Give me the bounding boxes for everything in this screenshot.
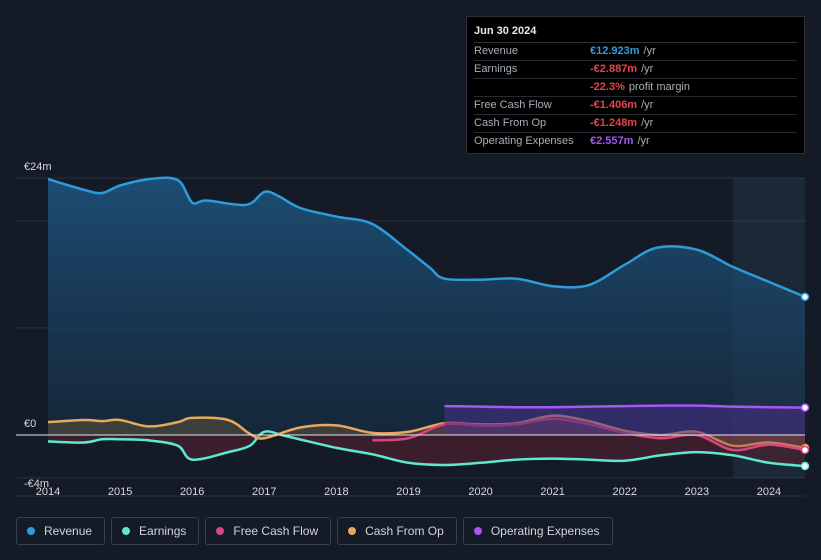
y-axis-labels: €24m €0 -€4m bbox=[24, 161, 52, 490]
x-tick-label: 2014 bbox=[36, 486, 60, 498]
series-end-point-operating-expenses bbox=[800, 403, 810, 412]
x-tick-label: 2021 bbox=[540, 486, 564, 498]
x-tick-label: 2017 bbox=[252, 486, 276, 498]
series-line-operating-expenses bbox=[444, 404, 806, 409]
legend-item-cash-from-op[interactable]: Cash From Op bbox=[337, 517, 457, 545]
x-tick-label: 2016 bbox=[180, 486, 204, 498]
series-layer bbox=[16, 176, 810, 497]
tooltip-row: Cash From Op -€1.248m/yr bbox=[474, 115, 797, 133]
x-tick-label: 2019 bbox=[396, 486, 420, 498]
tooltip-row-label: Operating Expenses bbox=[474, 135, 574, 147]
legend-item-earnings[interactable]: Earnings bbox=[111, 517, 200, 545]
tooltip-row: Free Cash Flow -€1.406m/yr bbox=[474, 97, 797, 115]
x-tick-label: 2023 bbox=[685, 486, 709, 498]
series-line-earnings bbox=[47, 430, 806, 468]
series-line-revenue bbox=[47, 176, 806, 299]
legend-item-free-cash-flow[interactable]: Free Cash Flow bbox=[205, 517, 332, 545]
tooltip-rows: Revenue €12.923m/yr Earnings -€2.887m/yr -22… bbox=[474, 43, 797, 150]
tooltip-date: Jun 30 2024 bbox=[474, 23, 797, 43]
tooltip-row-label: Earnings bbox=[474, 63, 518, 75]
y-tick-label: €0 bbox=[24, 418, 36, 430]
x-tick-label: 2024 bbox=[757, 486, 781, 498]
legend-dot-icon bbox=[348, 527, 357, 535]
legend-label: Operating Expenses bbox=[490, 524, 600, 538]
tooltip-row-value: -€1.406m bbox=[590, 99, 638, 111]
tooltip-panel: Jun 30 2024 Revenue €12.923m/yr Earnings -€… bbox=[466, 16, 805, 154]
tooltip-row-value: -€2.887m bbox=[590, 63, 638, 75]
series-end-point-revenue bbox=[800, 292, 810, 302]
legend-dot-icon bbox=[473, 527, 482, 535]
tooltip-row-value: €2.557m bbox=[590, 135, 634, 147]
legend-label: Earnings bbox=[139, 524, 187, 538]
tooltip-row: Operating Expenses €2.557m/yr bbox=[474, 133, 797, 150]
y-tick-label: -€4m bbox=[24, 478, 49, 490]
tooltip-row-value: -22.3% bbox=[590, 81, 625, 93]
x-tick-label: 2015 bbox=[108, 486, 132, 498]
legend-item-operating-expenses[interactable]: Operating Expenses bbox=[462, 517, 613, 545]
tooltip-row-value: -€1.248m bbox=[590, 117, 638, 129]
legend-dot-icon bbox=[122, 527, 131, 535]
series-end-point-free-cash-flow bbox=[800, 445, 810, 455]
legend-label: Free Cash Flow bbox=[233, 524, 319, 538]
legend-dot-icon bbox=[216, 527, 225, 535]
x-tick-label: 2022 bbox=[613, 486, 637, 498]
x-tick-label: 2018 bbox=[324, 486, 348, 498]
tooltip-row: -22.3% profit margin bbox=[474, 79, 797, 97]
y-tick-label: €24m bbox=[24, 161, 52, 173]
tooltip-row-label bbox=[474, 79, 590, 96]
x-tick-label: 2020 bbox=[468, 486, 492, 498]
tooltip-row-label: Cash From Op bbox=[474, 117, 547, 129]
tooltip-row-unit: /yr bbox=[637, 135, 650, 147]
tooltip-row-unit: /yr bbox=[643, 45, 656, 57]
series-end-point-earnings bbox=[800, 461, 810, 471]
tooltip-row-label: Free Cash Flow bbox=[474, 99, 552, 111]
legend-dot-icon bbox=[27, 527, 35, 535]
legend-label: Revenue bbox=[44, 524, 93, 538]
tooltip-row-label: Revenue bbox=[474, 45, 519, 57]
series-area-operating-expenses bbox=[444, 405, 805, 435]
series-area-revenue bbox=[48, 177, 805, 435]
tooltip-row: Revenue €12.923m/yr bbox=[474, 43, 797, 61]
legend-item-revenue[interactable]: Revenue bbox=[16, 517, 106, 545]
tooltip-row-value: €12.923m bbox=[590, 45, 640, 57]
x-axis-labels: 2014 2015 2016 2017 2018 2019 2020 2021 2022 2023… bbox=[36, 486, 781, 498]
tooltip-row-unit: /yr bbox=[641, 99, 654, 111]
tooltip-row-unit: /yr bbox=[641, 63, 654, 75]
series-area-earnings bbox=[48, 431, 805, 467]
tooltip-row: Earnings -€2.887m/yr bbox=[474, 61, 797, 79]
legend-label: Cash From Op bbox=[365, 524, 444, 538]
tooltip-row-unit: /yr bbox=[641, 117, 654, 129]
legend: Revenue Earnings Free Cash Flow Cash From O… bbox=[16, 517, 613, 545]
tooltip-row-unit: profit margin bbox=[628, 81, 690, 93]
